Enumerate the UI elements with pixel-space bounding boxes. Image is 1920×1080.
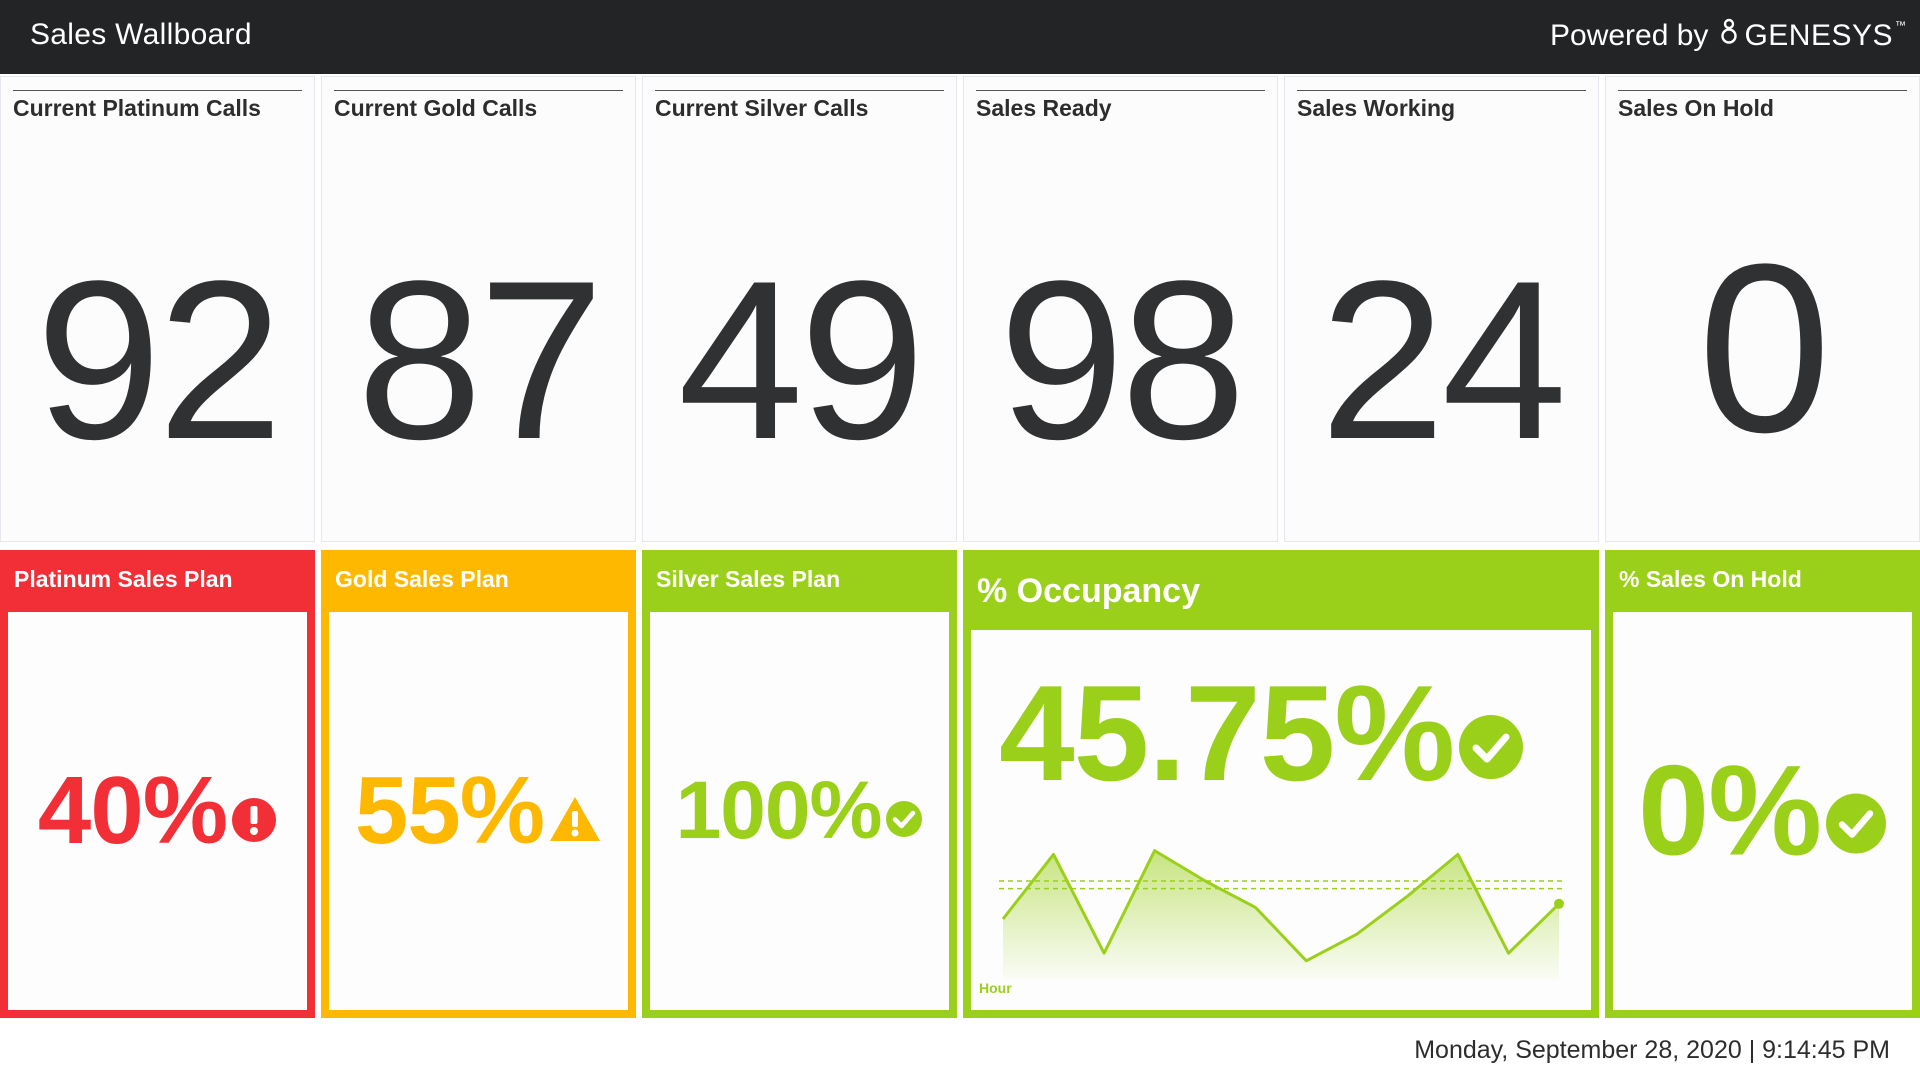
tile-divider [334,90,623,91]
metric-tile-sales-on-hold: Sales On Hold 0 [1605,76,1920,542]
warning-triangle-icon [544,756,602,866]
kpi-value-row: 45.75% [971,655,1591,811]
kpi-label: Gold Sales Plan [335,566,509,592]
footer-datetime: Monday, September 28, 2020 | 9:14:45 PM [1414,1036,1890,1064]
tile-divider [655,90,944,91]
kpi-label: Silver Sales Plan [656,566,841,592]
occupancy-line [1001,849,1561,963]
metric-label: Sales On Hold [1618,95,1774,121]
metric-value: 98 [998,233,1246,486]
check-circle-icon [881,764,923,858]
kpi-value-row: 40% [8,756,307,866]
powered-by: Powered by GENESYS ™ [1550,18,1906,54]
metric-value: 24 [1319,233,1567,486]
metric-label: Current Platinum Calls [13,95,261,121]
kpi-tile-occupancy: % Occupancy 45.75% Hour [963,550,1599,1018]
kpi-body: 45.75% Hour [971,630,1591,1010]
kpi-body: 0% [1613,612,1912,1010]
tile-divider [1297,90,1586,91]
kpi-value-row: 0% [1613,738,1912,885]
tile-divider [976,90,1265,91]
kpi-value-row: 55% [329,756,628,866]
kpi-body: 40% [8,612,307,1010]
kpi-label: Platinum Sales Plan [14,566,233,592]
metric-value: 49 [677,233,925,486]
kpi-tile-gold-sales-plan: Gold Sales Plan 55% [321,550,636,1018]
metric-value: 87 [356,233,604,486]
tile-divider [1618,90,1907,91]
brand-name: GENESYS [1744,19,1893,52]
metric-tile-sales-ready: Sales Ready 98 [963,76,1278,542]
occupancy-sparkline [999,849,1565,980]
metric-tile-silver-calls: Current Silver Calls 49 [642,76,957,542]
metric-label: Current Silver Calls [655,95,869,121]
kpi-tile-silver-sales-plan: Silver Sales Plan 100% [642,550,957,1018]
kpi-value: 0% [1638,739,1822,883]
metric-label: Sales Working [1297,95,1456,121]
metric-value: 0 [1697,214,1831,482]
check-circle-icon [1821,738,1887,885]
kpi-value: 55% [354,757,545,864]
occupancy-last-point [1554,898,1564,909]
kpi-value-row: 100% [650,764,949,858]
alert-circle-icon [227,756,277,866]
powered-by-label: Powered by [1550,19,1709,52]
metric-tile-platinum-calls: Current Platinum Calls 92 [0,76,315,542]
trademark-symbol: ™ [1895,20,1906,32]
chart-axis-label: Hour [979,980,1012,996]
kpi-value: 45.75% [999,657,1455,809]
metric-value: 92 [35,233,283,486]
header-bar: Sales Wallboard Powered by GENESYS ™ [0,0,1920,74]
kpi-value: 100% [675,765,883,856]
page-title: Sales Wallboard [30,18,252,51]
kpi-value: 40% [37,757,228,864]
metric-label: Sales Ready [976,95,1112,121]
kpi-tile-sales-on-hold: % Sales On Hold 0% [1605,550,1920,1018]
metric-label: Current Gold Calls [334,95,538,121]
kpi-body: 55% [329,612,628,1010]
occupancy-area [1003,850,1559,980]
check-circle-icon [1454,655,1524,811]
kpi-tile-platinum-sales-plan: Platinum Sales Plan 40% [0,550,315,1018]
kpi-label: % Occupancy [977,572,1200,610]
tile-divider [13,90,302,91]
kpi-label: % Sales On Hold [1619,566,1802,592]
genesys-logo-icon [1718,18,1740,54]
metric-tile-gold-calls: Current Gold Calls 87 [321,76,636,542]
kpi-body: 100% [650,612,949,1010]
metric-tile-sales-working: Sales Working 24 [1284,76,1599,542]
